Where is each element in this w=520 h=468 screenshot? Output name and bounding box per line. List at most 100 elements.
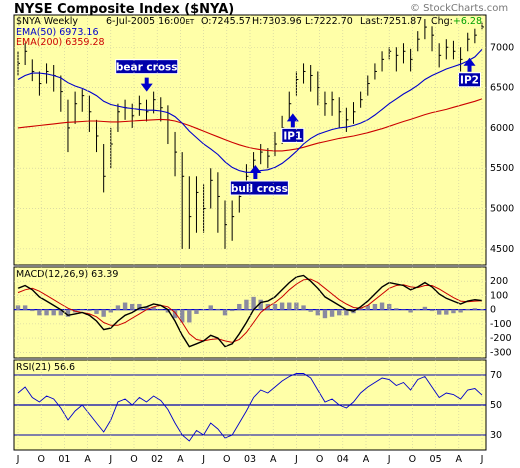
macd-histogram-bar xyxy=(108,309,113,313)
x-tick-label: J xyxy=(108,454,112,465)
macd-histogram-bar xyxy=(15,305,21,310)
x-tick-label: J xyxy=(480,454,484,465)
macd-histogram-bar xyxy=(101,309,106,317)
x-tick-label: O xyxy=(223,454,230,465)
macd-histogram-bar xyxy=(308,309,313,312)
annotation-box xyxy=(458,72,482,88)
annotation-label: bear cross xyxy=(116,62,178,74)
annotation-arrow xyxy=(463,57,476,72)
macd-histogram-bar xyxy=(80,309,85,311)
x-tick-label: J xyxy=(16,454,20,465)
macd-histogram-bar xyxy=(415,308,420,310)
macd-histogram-bar xyxy=(451,309,456,314)
macd-tick-label: 0 xyxy=(490,305,496,316)
macd-histogram-bar xyxy=(215,308,221,310)
macd-histogram-bar xyxy=(244,299,249,310)
macd-histogram-bar xyxy=(287,302,292,310)
price-gridlines xyxy=(14,46,486,250)
macd-histogram-bar xyxy=(22,305,28,310)
macd-histogram-bar xyxy=(151,306,156,310)
macd-histogram-bar xyxy=(37,309,42,316)
header-date-value: 6-Jul-2005 16:00 xyxy=(106,16,185,27)
x-tick-label: 01 xyxy=(58,454,70,465)
macd-histogram-bar xyxy=(472,308,478,310)
macd-histogram-bar xyxy=(222,309,228,316)
macd-histogram-bar xyxy=(122,302,128,310)
macd-histogram-bar xyxy=(44,309,49,316)
macd-histogram-bar xyxy=(408,309,413,313)
annotation-arrow xyxy=(249,165,262,179)
macd-histogram-bar xyxy=(436,309,442,315)
macd-gridlines xyxy=(14,280,486,353)
x-tick-label: O xyxy=(37,454,44,465)
header-change-label: Chg: xyxy=(431,16,453,27)
macd-histogram-bar xyxy=(130,303,135,310)
x-tick-label: O xyxy=(130,454,137,465)
rsi-label: RSI(21) 56.6 xyxy=(16,362,75,373)
macd-histogram-bar xyxy=(179,309,185,323)
macd-histogram-bar xyxy=(365,305,370,310)
macd-label: MACD(12,26,9) 63.39 xyxy=(16,269,118,280)
macd-tick-label: -300 xyxy=(490,347,512,358)
macd-histogram-bar xyxy=(465,308,470,310)
macd-tick-label: -200 xyxy=(490,333,512,344)
macd-histogram-bar xyxy=(94,309,99,314)
x-tick-label: J xyxy=(294,454,298,465)
macd-histogram-bar xyxy=(137,303,142,310)
macd-histogram-bar xyxy=(279,302,285,310)
macd-tick-label: -100 xyxy=(490,319,512,330)
macd-tick-label: 200 xyxy=(490,276,508,287)
macd-histogram-bar xyxy=(158,309,163,311)
macd-histogram-bar xyxy=(315,309,321,316)
macd-histogram-bar xyxy=(401,309,406,311)
x-tick-label: 03 xyxy=(244,454,256,465)
macd-histogram-bar xyxy=(344,309,349,316)
macd-histogram-bar xyxy=(358,308,363,310)
annotation-label: IP1 xyxy=(283,130,302,142)
annotation-label: bull cross xyxy=(231,183,288,195)
copyright: © StockCharts.com xyxy=(410,3,508,14)
price-tick-label: 7000 xyxy=(490,42,514,53)
annotations: bear cross bull cross IP1 IP2 xyxy=(115,57,482,196)
x-tick-label: 04 xyxy=(337,454,349,465)
x-tick-label: J xyxy=(201,454,205,465)
price-panel: 4500 5000 5500 6000 6500 7000 bear cross bull … xyxy=(13,14,514,266)
macd-histogram-bar xyxy=(165,309,171,313)
macd-histogram-bar xyxy=(379,302,385,310)
macd-histogram-bar xyxy=(208,305,213,310)
macd-histogram-bar xyxy=(372,303,378,310)
price-tick-label: 6000 xyxy=(490,123,514,134)
macd-line xyxy=(17,274,483,348)
macd-histogram-bar xyxy=(429,309,435,312)
macd-histogram-bar xyxy=(258,299,263,310)
x-tick-label: A xyxy=(363,454,370,465)
price-tick-label: 5000 xyxy=(490,204,514,215)
annotation: IP1 xyxy=(281,113,305,143)
macd-histogram-bar xyxy=(237,303,242,310)
rsi-panel: 70 50 30 RSI(21) 56.6 xyxy=(13,359,502,451)
macd-histogram-bar xyxy=(329,309,335,317)
price-tick-label: 6500 xyxy=(490,83,514,94)
annotation: IP2 xyxy=(458,57,482,88)
macd-histogram-bar xyxy=(458,309,463,313)
annotation-arrow xyxy=(286,113,299,128)
macd-histogram-bar xyxy=(115,305,121,310)
annotation: bull cross xyxy=(229,165,289,196)
macd-histogram-bar xyxy=(187,309,192,323)
x-tick-label: J xyxy=(387,454,391,465)
macd-histogram-bar xyxy=(229,309,235,312)
annotation-box xyxy=(281,127,305,143)
price-tick-label: 4500 xyxy=(490,244,514,255)
rsi-axis-ticks: 70 50 30 xyxy=(490,370,502,441)
annotation-arrow xyxy=(140,77,153,92)
x-tick-label: O xyxy=(316,454,323,465)
macd-panel: 200 100 0 -100 -200 -300 MACD(12,26,9) 63.39 xyxy=(13,266,512,359)
x-tick-label: A xyxy=(270,454,277,465)
x-axis: J O 01 A J O 02 A J O 03 A J O 04 A J O 05 A J xyxy=(16,15,484,465)
header-high: H:7303.96 xyxy=(252,16,302,27)
macd-histogram-bar xyxy=(87,309,92,312)
macd-histogram-bar xyxy=(144,306,149,310)
header-change: Chg:+6.28 xyxy=(431,16,482,27)
annotation-label: IP2 xyxy=(460,75,479,87)
